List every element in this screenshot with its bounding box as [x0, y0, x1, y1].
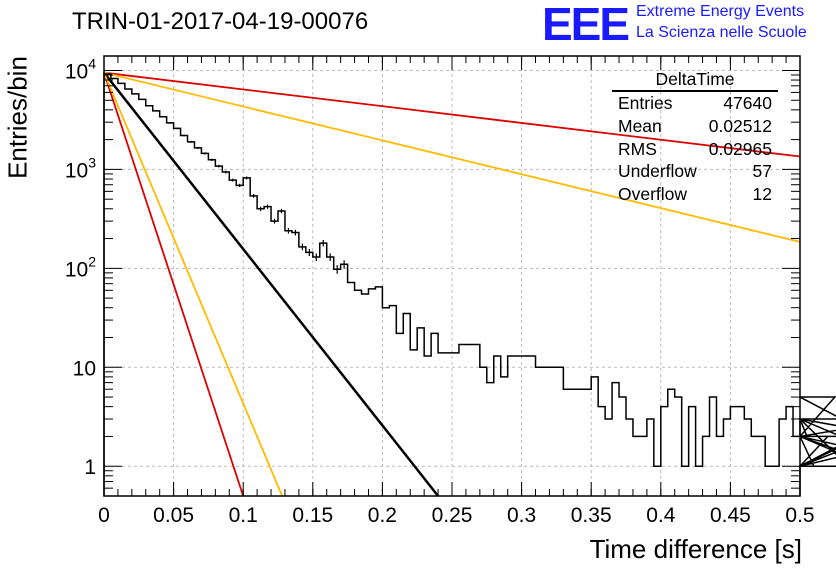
stats-label: Entries — [618, 93, 673, 113]
stats-value: 12 — [752, 184, 772, 205]
stats-row-entries: Entries 47640 — [612, 92, 778, 115]
y-tick-labels: 1 10 102 103 104 — [65, 55, 96, 479]
x-tick-label: 0.5 — [785, 504, 814, 527]
histogram — [103, 73, 836, 496]
x-tick-label: 0.35 — [571, 504, 612, 527]
y-tick-label: 10 — [73, 357, 96, 380]
fit-curve — [103, 72, 245, 497]
x-tick-label: 0.45 — [710, 504, 751, 527]
fit-curve — [103, 71, 801, 158]
eee-logo: EEE — [542, 0, 630, 50]
stats-box: DeltaTime Entries 47640 Mean 0.02512 RMS… — [612, 68, 778, 206]
x-tick-label: 0.2 — [368, 504, 397, 527]
y-axis-label: Entries/bin — [2, 56, 33, 179]
x-tick-label: 0.25 — [432, 504, 473, 527]
y-tick-label: 104 — [65, 55, 96, 83]
logo-line-2: La Scienza nelle Scuole — [636, 24, 807, 41]
stats-value: 0.02512 — [708, 115, 772, 136]
y-tick-label: 1 — [84, 456, 96, 479]
x-tick-label: 0 — [98, 504, 110, 527]
x-tick-label: 0.3 — [507, 504, 536, 527]
stats-row-rms: RMS 0.02965 — [612, 138, 778, 161]
stats-label: Mean — [618, 115, 662, 136]
fit-curve — [103, 71, 801, 243]
x-tick-label: 0.1 — [229, 504, 258, 527]
fit-curves — [103, 71, 801, 497]
stats-label: Underflow — [618, 161, 697, 182]
stats-value: 47640 — [723, 93, 772, 113]
stats-row-mean: Mean 0.02512 — [612, 115, 778, 138]
stats-label: RMS — [618, 138, 657, 159]
stats-row-underflow: Underflow 57 — [612, 160, 778, 183]
x-tick-labels: 0 0.05 0.1 0.15 0.2 0.25 0.3 0.35 0.4 0.45 0.5 — [98, 504, 814, 527]
x-axis-label: Time difference [s] — [589, 534, 802, 564]
y-tick-label: 102 — [65, 253, 96, 281]
stats-value: 0.02965 — [708, 138, 772, 159]
chart-title: TRIN-01-2017-04-19-00076 — [72, 8, 369, 35]
histogram-bins — [103, 73, 836, 496]
stats-label: Overflow — [618, 184, 688, 205]
axis-ticks — [103, 56, 801, 497]
fit-curve — [103, 72, 284, 497]
stats-value: 57 — [752, 161, 772, 182]
logo-line-1: Extreme Energy Events — [636, 3, 805, 20]
y-tick-label: 103 — [65, 154, 96, 182]
stats-row-overflow: Overflow 12 — [612, 183, 778, 206]
x-tick-label: 0.15 — [292, 504, 333, 527]
x-tick-label: 0.05 — [153, 504, 194, 527]
x-tick-label: 0.4 — [646, 504, 676, 527]
fit-curve — [103, 71, 440, 497]
stats-title: DeltaTime — [612, 68, 778, 92]
